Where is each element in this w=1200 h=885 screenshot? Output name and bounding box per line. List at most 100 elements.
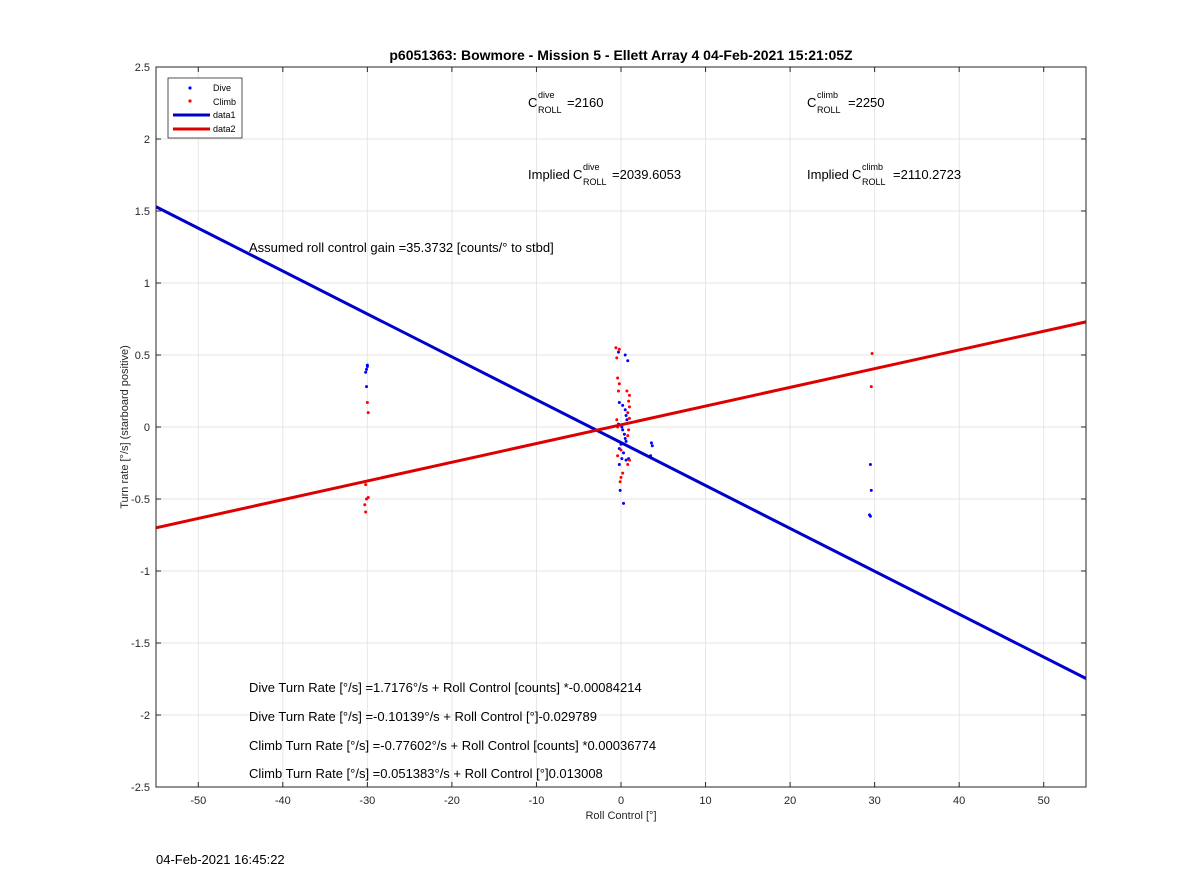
y-tick-label: -0.5	[131, 494, 150, 506]
dive-point	[623, 353, 627, 357]
climb-point	[627, 405, 631, 409]
y-tick-labels: -2.5 -2 -1.5 -1 -0.5 0 0.5 1 1.5 2 2.5	[131, 62, 150, 794]
climb-point	[617, 347, 621, 351]
x-tick-label: 10	[699, 795, 711, 807]
x-tick-label: -50	[190, 795, 206, 807]
y-tick-label: -2	[140, 710, 150, 722]
y-tick-label: -1.5	[131, 638, 150, 650]
climb-point	[869, 385, 873, 389]
dive-point	[868, 462, 872, 466]
dive-coefficient-label: C dive ROLL =2160	[528, 90, 604, 115]
climb-point	[617, 382, 621, 386]
figure-timestamp: 04-Feb-2021 16:45:22	[156, 852, 285, 867]
y-tick-label: 2	[144, 134, 150, 146]
y-tick-label: 1.5	[135, 206, 150, 218]
climb-point	[616, 454, 620, 458]
svg-text:climb: climb	[817, 90, 838, 100]
dive-point	[624, 439, 628, 443]
legend-label: Climb	[213, 97, 236, 107]
x-tick-label: 0	[618, 795, 624, 807]
dive-point	[622, 451, 626, 455]
climb-point	[870, 352, 874, 356]
x-tick-labels: -50 -40 -30 -20 -10 0 10 20 30 40 50	[190, 795, 1050, 807]
dive-point	[618, 488, 622, 492]
svg-text:C: C	[807, 95, 816, 110]
climb-point	[625, 389, 629, 393]
dive-point	[621, 428, 625, 432]
dive-point	[365, 385, 369, 389]
climb-point	[364, 510, 368, 514]
climb-point	[618, 480, 622, 484]
svg-text:=2250: =2250	[848, 95, 885, 110]
climb-point	[619, 448, 623, 452]
fit-line-data2	[155, 320, 1087, 530]
dive-point	[365, 363, 369, 367]
svg-text:Implied: Implied	[807, 167, 849, 182]
climb-point	[627, 399, 631, 403]
climb-point	[627, 458, 631, 462]
climb-point	[366, 411, 370, 415]
svg-text:ROLL: ROLL	[862, 177, 886, 187]
legend: Dive Climb data1 data2	[167, 77, 243, 139]
dive-point	[624, 413, 628, 417]
x-tick-label: -30	[359, 795, 375, 807]
implied-climb-coefficient-label: Implied C climb ROLL =2110.2723	[807, 162, 961, 187]
dive-point	[617, 462, 621, 466]
dive-point	[624, 458, 628, 462]
x-tick-label: -10	[529, 795, 545, 807]
climb-point	[619, 475, 623, 479]
svg-text:ROLL: ROLL	[583, 177, 607, 187]
dive-point	[650, 444, 654, 448]
x-tick-label: -40	[275, 795, 291, 807]
dive-point	[649, 441, 653, 445]
climb-point	[616, 389, 620, 393]
equation-line: Dive Turn Rate [°/s] =-0.10139°/s + Roll…	[249, 709, 597, 724]
svg-text:ROLL: ROLL	[538, 105, 562, 115]
x-axis-label: Roll Control [°]	[585, 810, 656, 822]
dive-point	[623, 437, 627, 441]
svg-text:dive: dive	[583, 162, 600, 172]
implied-dive-coefficient-label: Implied C dive ROLL =2039.6053	[528, 162, 681, 187]
climb-point	[615, 356, 619, 360]
climb-point	[621, 471, 625, 475]
climb-coefficient-label: C climb ROLL =2250	[807, 90, 885, 115]
equation-line: Climb Turn Rate [°/s] =-0.77602°/s + Rol…	[249, 738, 656, 753]
svg-text:=2160: =2160	[567, 95, 604, 110]
dive-point	[620, 457, 624, 461]
x-tick-label: 50	[1038, 795, 1050, 807]
climb-point	[626, 411, 630, 415]
climb-point	[366, 496, 370, 500]
y-tick-label: 1	[144, 278, 150, 290]
equation-line: Climb Turn Rate [°/s] =0.051383°/s + Rol…	[249, 766, 603, 781]
climb-point	[627, 428, 631, 432]
svg-text:ROLL: ROLL	[817, 105, 841, 115]
dive-point	[869, 488, 873, 492]
y-tick-label: 2.5	[135, 62, 150, 74]
svg-text:climb: climb	[862, 162, 883, 172]
dive-point	[616, 350, 620, 354]
x-tick-label: -20	[444, 795, 460, 807]
equations: Dive Turn Rate [°/s] =1.7176°/s + Roll C…	[249, 680, 656, 781]
fit-line-data1	[155, 205, 1087, 680]
climb-point	[364, 483, 368, 487]
data-layer	[155, 205, 1087, 680]
dive-point	[868, 514, 872, 518]
equation-line: Dive Turn Rate [°/s] =1.7176°/s + Roll C…	[249, 680, 642, 695]
x-tick-label: 20	[784, 795, 796, 807]
dive-point	[623, 408, 627, 412]
climb-point	[365, 401, 369, 405]
legend-label: data2	[213, 124, 236, 134]
svg-text:C: C	[528, 95, 537, 110]
svg-text:C: C	[573, 167, 582, 182]
y-tick-label: 0	[144, 422, 150, 434]
chart-title: p6051363: Bowmore - Mission 5 - Ellett A…	[389, 47, 853, 63]
legend-label: data1	[213, 110, 236, 120]
dive-point	[625, 418, 629, 422]
plot-frame	[155, 66, 1087, 788]
climb-point	[614, 346, 618, 350]
x-tick-label: 30	[869, 795, 881, 807]
y-tick-label: -2.5	[131, 782, 150, 794]
legend-marker-dive	[188, 86, 192, 90]
y-axis-label: Turn rate [°/s] (starboard positive)	[119, 345, 131, 509]
dive-point	[622, 432, 626, 436]
